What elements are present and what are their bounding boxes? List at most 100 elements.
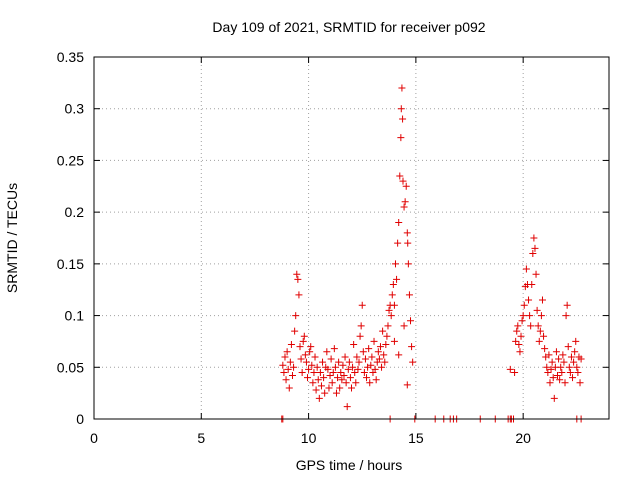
data-point: [335, 358, 343, 366]
data-point: [566, 368, 574, 376]
y-axis-label: SRMTID / TECUs: [4, 183, 20, 293]
chart-title: Day 109 of 2021, SRMTID for receiver p09…: [212, 19, 485, 35]
data-point: [399, 177, 407, 185]
data-point: [324, 365, 332, 373]
data-point: [534, 322, 542, 330]
data-point: [341, 353, 349, 361]
data-point: [367, 361, 375, 369]
data-point: [331, 363, 339, 371]
x-tick-label: 0: [90, 430, 98, 446]
grid: [94, 57, 609, 419]
data-point: [352, 379, 360, 387]
data-point: [547, 365, 555, 373]
data-point: [350, 341, 358, 349]
data-point: [290, 363, 298, 371]
data-point: [395, 218, 403, 226]
data-point: [577, 355, 585, 363]
data-point: [544, 368, 552, 376]
data-point: [519, 312, 527, 320]
data-point: [563, 301, 571, 309]
data-point: [338, 376, 346, 384]
data-point: [296, 343, 304, 351]
data-point: [545, 351, 553, 359]
data-point: [569, 374, 577, 382]
data-point: [345, 358, 353, 366]
data-point: [379, 327, 387, 335]
data-point: [557, 363, 565, 371]
data-point: [559, 351, 567, 359]
data-point: [531, 244, 539, 252]
data-point: [404, 260, 412, 268]
data-point: [286, 358, 294, 366]
data-point: [382, 341, 390, 349]
data-point: [282, 376, 290, 384]
data-point: [388, 291, 396, 299]
data-point: [516, 348, 524, 356]
data-point: [404, 239, 412, 247]
data-point: [402, 182, 410, 190]
x-tick-label: 20: [515, 430, 531, 446]
plot-frame: [93, 56, 610, 420]
data-point: [403, 229, 411, 237]
data-point: [368, 353, 376, 361]
data-point: [328, 379, 336, 387]
data-point: [520, 301, 528, 309]
data-point: [323, 348, 331, 356]
data-point: [300, 332, 308, 340]
y-tick-label: 0.05: [57, 359, 84, 375]
data-point: [309, 379, 317, 387]
data-point: [541, 345, 549, 353]
data-point: [546, 379, 554, 387]
data-point: [532, 270, 540, 278]
data-point: [284, 365, 292, 373]
data-point: [556, 376, 564, 384]
data-point: [527, 322, 535, 330]
data-point: [308, 361, 316, 369]
data-point: [391, 260, 399, 268]
data-point: [530, 234, 538, 242]
data-point: [562, 312, 570, 320]
data-point: [302, 358, 310, 366]
data-point: [543, 363, 551, 371]
data-point: [312, 386, 320, 394]
data-point: [358, 301, 366, 309]
data-point: [280, 368, 288, 376]
data-point: [327, 355, 335, 363]
x-tick-label: 5: [197, 430, 205, 446]
y-tick-label: 0.35: [57, 49, 84, 65]
data-point: [298, 368, 306, 376]
data-point: [383, 332, 391, 340]
data-point: [365, 345, 373, 353]
data-point: [361, 355, 369, 363]
data-point: [287, 341, 295, 349]
data-point: [513, 327, 521, 335]
data-point: [571, 348, 579, 356]
data-point: [353, 353, 361, 361]
data-point: [528, 281, 536, 289]
data-point: [533, 306, 541, 314]
data-point: [393, 275, 401, 283]
data-point: [306, 348, 314, 356]
data-point: [291, 327, 299, 335]
data-point: [295, 291, 303, 299]
y-tick-label: 0.1: [65, 308, 85, 324]
data-point: [555, 355, 563, 363]
data-point: [390, 337, 398, 345]
data-point: [355, 358, 363, 366]
data-point: [356, 332, 364, 340]
data-point: [342, 379, 350, 387]
data-point: [344, 365, 352, 373]
data-point: [381, 358, 389, 366]
data-point: [535, 337, 543, 345]
data-point: [321, 389, 329, 397]
data-point: [343, 403, 351, 411]
data-points: [278, 84, 585, 423]
data-point: [550, 394, 558, 402]
data-point: [401, 198, 409, 206]
data-point: [408, 343, 416, 351]
data-point: [552, 348, 560, 356]
data-point: [389, 281, 397, 289]
data-point: [380, 351, 388, 359]
data-point: [400, 322, 408, 330]
